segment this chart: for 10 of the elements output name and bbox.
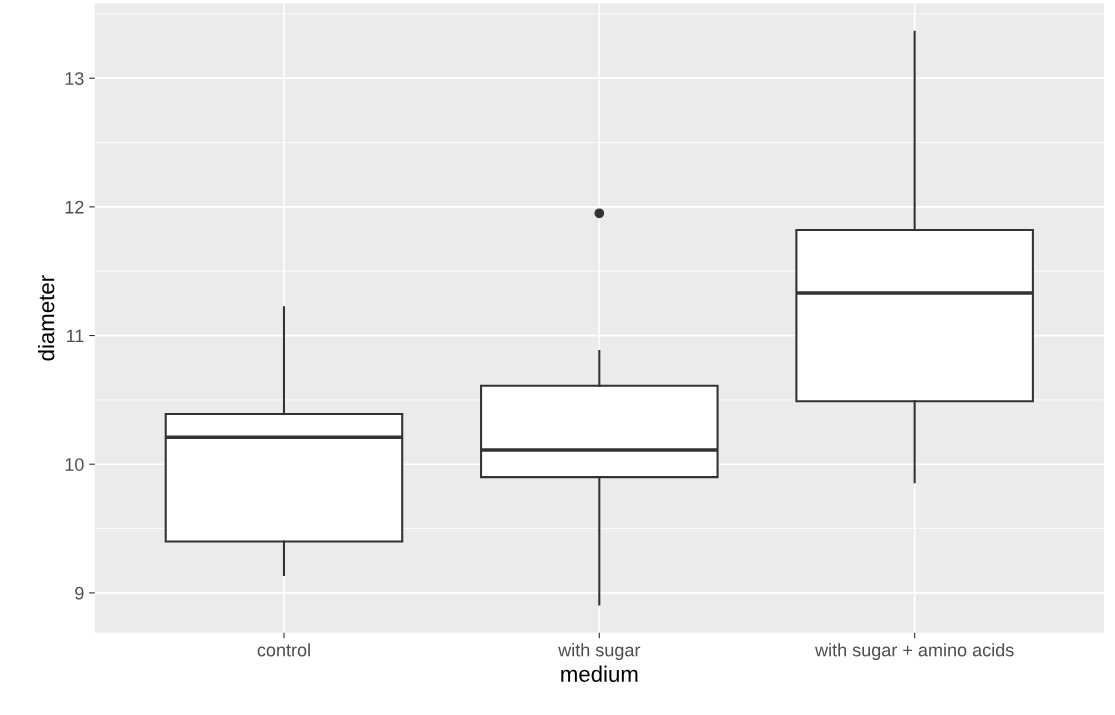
x-axis-title: medium [561, 665, 638, 682]
y-tick-label: 13 [65, 72, 84, 85]
x-tick-label: control [257, 643, 310, 657]
y-tick-label: 10 [65, 458, 84, 471]
y-tick-label: 11 [66, 329, 84, 343]
y-tick-label: 9 [75, 586, 84, 600]
x-tick-label: with sugar [558, 643, 641, 661]
y-tick-label: 12 [65, 200, 84, 214]
y-axis-title: diameter [38, 275, 55, 361]
x-tick-label: with sugar + amino acids [815, 643, 1014, 661]
